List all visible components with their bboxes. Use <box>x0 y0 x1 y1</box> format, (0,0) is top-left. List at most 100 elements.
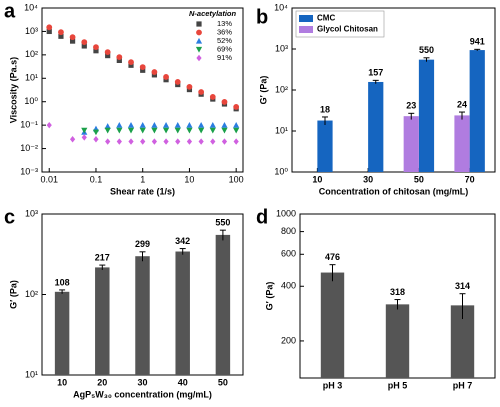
x-tick-label: 0.01 <box>40 174 58 184</box>
marker <box>186 122 193 128</box>
panel-label: a <box>4 0 16 22</box>
marker <box>196 29 202 36</box>
bar <box>317 120 333 172</box>
x-tick-label: pH 5 <box>388 380 408 390</box>
marker <box>196 54 202 62</box>
marker <box>198 138 204 145</box>
marker <box>139 64 146 71</box>
legend-label: Glycol Chitosan <box>317 25 378 34</box>
marker <box>162 127 170 134</box>
marker <box>174 122 181 128</box>
y-tick-label: 200 <box>281 335 296 345</box>
legend-label: 13% <box>217 19 232 28</box>
y-axis-label: G′ (Pa) <box>8 280 18 309</box>
marker <box>46 24 53 31</box>
panel-label: d <box>256 206 268 228</box>
x-tick-label: 30 <box>137 377 147 387</box>
marker <box>92 129 100 136</box>
marker <box>221 127 228 134</box>
marker <box>195 46 203 53</box>
marker <box>186 83 193 90</box>
y-tick-label: 10⁰ <box>24 96 38 106</box>
value-label: 476 <box>325 252 340 262</box>
marker <box>105 52 111 59</box>
x-tick-label: 10 <box>57 377 67 387</box>
bar <box>469 50 485 172</box>
y-tick-label: 10² <box>275 84 288 94</box>
marker <box>116 122 123 128</box>
value-label: 217 <box>95 252 110 262</box>
marker <box>81 39 88 46</box>
marker <box>69 38 76 44</box>
bar <box>450 305 475 378</box>
marker <box>116 57 122 63</box>
value-label: 550 <box>419 45 434 55</box>
bar <box>418 59 435 173</box>
marker <box>198 127 205 134</box>
y-tick-label: 10⁻³ <box>20 166 38 176</box>
marker <box>127 127 135 134</box>
y-tick-label: 10² <box>25 289 38 299</box>
marker <box>195 37 203 44</box>
y-tick-label: 10⁻² <box>20 143 38 153</box>
marker <box>209 122 216 128</box>
x-tick-label: 20 <box>97 377 107 387</box>
y-tick-label: 10³ <box>25 26 38 36</box>
x-tick-label: pH 3 <box>323 380 343 390</box>
value-label: 24 <box>457 99 467 109</box>
marker <box>104 123 111 129</box>
y-tick-label: 800 <box>281 226 296 236</box>
x-tick-label: 10 <box>184 174 194 184</box>
legend-label: CMC <box>317 14 335 23</box>
marker <box>198 122 205 128</box>
value-label: 318 <box>390 287 405 297</box>
marker <box>163 138 169 145</box>
value-label: 108 <box>55 277 70 287</box>
y-tick-label: 10¹ <box>275 125 288 135</box>
value-label: 23 <box>406 101 416 111</box>
marker <box>116 54 123 61</box>
x-tick-label: 50 <box>218 377 228 387</box>
marker <box>116 127 123 134</box>
marker <box>127 122 135 128</box>
x-tick-label: 70 <box>465 174 475 184</box>
y-tick-label: 10³ <box>275 43 288 53</box>
marker <box>174 79 181 85</box>
marker <box>233 104 240 110</box>
y-tick-label: 10⁻¹ <box>20 120 38 130</box>
bar <box>215 234 231 375</box>
x-tick-label: pH 7 <box>453 380 473 390</box>
y-tick-label: 400 <box>281 281 296 291</box>
legend-title: N-acetylation <box>189 9 237 18</box>
marker <box>104 127 111 134</box>
x-tick-label: 100 <box>229 174 244 184</box>
marker <box>174 127 181 134</box>
marker <box>93 44 99 51</box>
marker <box>81 43 87 49</box>
x-axis-label: Shear rate (1/s) <box>110 186 175 196</box>
x-tick-label: 0.1 <box>90 174 103 184</box>
marker <box>210 138 216 145</box>
marker <box>46 121 52 129</box>
marker <box>128 138 134 145</box>
marker <box>198 89 205 95</box>
bar <box>175 251 190 375</box>
y-tick-label: 1000 <box>276 208 296 218</box>
legend-label: 36% <box>217 27 232 36</box>
marker <box>233 138 239 145</box>
legend-swatch <box>299 26 313 33</box>
marker <box>233 122 240 128</box>
x-tick-label: 30 <box>363 174 373 184</box>
x-tick-label: 1 <box>140 174 145 184</box>
x-tick-label: 40 <box>178 377 188 387</box>
bar <box>95 267 110 375</box>
value-label: 157 <box>368 68 383 78</box>
bar <box>385 304 410 378</box>
plot-frame <box>41 7 244 173</box>
marker <box>221 138 228 145</box>
marker <box>221 99 228 105</box>
value-label: 314 <box>455 281 470 291</box>
value-label: 299 <box>135 239 150 249</box>
marker <box>162 122 170 128</box>
